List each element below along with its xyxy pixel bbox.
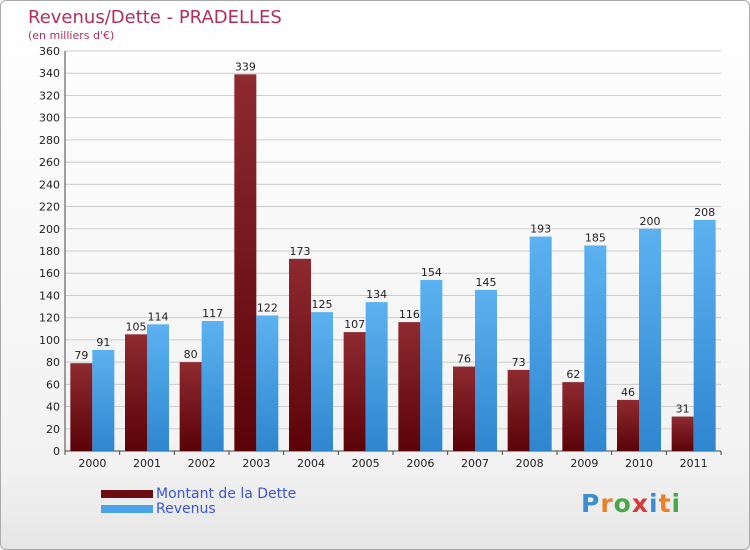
legend-swatch-revenus bbox=[101, 505, 153, 513]
x-tick-label: 2008 bbox=[516, 457, 544, 470]
bar-revenus bbox=[311, 312, 333, 451]
data-label: 200 bbox=[640, 215, 661, 228]
data-label: 173 bbox=[290, 245, 311, 258]
data-label: 62 bbox=[566, 368, 580, 381]
data-label: 91 bbox=[96, 336, 110, 349]
x-tick-label: 2011 bbox=[680, 457, 708, 470]
logo-letter: o bbox=[613, 489, 632, 518]
bar-revenus bbox=[529, 236, 552, 451]
bar-dette bbox=[453, 366, 475, 451]
y-tick-label: 360 bbox=[39, 45, 60, 58]
y-tick-label: 100 bbox=[39, 334, 60, 347]
bar-dette bbox=[562, 382, 585, 451]
legend-swatch-dette bbox=[101, 490, 153, 498]
data-label: 31 bbox=[676, 403, 690, 416]
y-tick-label: 320 bbox=[39, 89, 60, 102]
x-tick-label: 2000 bbox=[78, 457, 106, 470]
bar-revenus bbox=[92, 349, 115, 451]
y-tick-label: 220 bbox=[39, 201, 60, 214]
x-tick-label: 2003 bbox=[242, 457, 270, 470]
chart-title: Revenus/Dette - PRADELLES bbox=[28, 7, 282, 28]
x-tick-label: 2005 bbox=[352, 457, 380, 470]
x-tick-label: 2009 bbox=[570, 457, 598, 470]
x-tick-label: 2006 bbox=[406, 457, 434, 470]
logo-letter: P bbox=[581, 489, 601, 518]
bar-dette bbox=[343, 332, 366, 451]
x-tick-label: 2001 bbox=[133, 457, 161, 470]
y-tick-label: 200 bbox=[39, 223, 60, 236]
proxiti-logo: Proxiti bbox=[581, 489, 681, 518]
data-label: 73 bbox=[512, 356, 526, 369]
data-label: 125 bbox=[312, 298, 333, 311]
y-tick-label: 280 bbox=[39, 134, 60, 147]
bar-revenus bbox=[365, 302, 388, 451]
data-label: 114 bbox=[148, 310, 169, 323]
data-label: 116 bbox=[399, 308, 420, 321]
x-tick-label: 2002 bbox=[188, 457, 216, 470]
bar-dette bbox=[179, 362, 202, 451]
data-label: 107 bbox=[344, 318, 365, 331]
logo-letter: i bbox=[671, 489, 682, 518]
bar-dette bbox=[398, 322, 421, 451]
y-tick-label: 180 bbox=[39, 245, 60, 258]
bar-revenus bbox=[256, 315, 279, 451]
data-label: 46 bbox=[621, 386, 635, 399]
legend-label-dette: Montant de la Dette bbox=[156, 486, 297, 502]
bar-revenus bbox=[420, 279, 443, 451]
y-tick-label: 340 bbox=[39, 67, 60, 80]
data-label: 134 bbox=[366, 288, 387, 301]
y-tick-label: 120 bbox=[39, 312, 60, 325]
bar-revenus bbox=[147, 324, 169, 451]
bar-dette bbox=[234, 74, 257, 451]
legend-label-revenus: Revenus bbox=[156, 501, 216, 517]
bar-dette bbox=[617, 399, 639, 451]
data-label: 185 bbox=[585, 231, 606, 244]
logo-letter: i bbox=[649, 489, 659, 518]
data-label: 208 bbox=[694, 206, 715, 219]
y-tick-label: 240 bbox=[39, 178, 60, 191]
data-label: 122 bbox=[257, 301, 278, 314]
data-label: 193 bbox=[530, 223, 551, 236]
y-tick-label: 260 bbox=[39, 156, 60, 169]
data-label: 145 bbox=[476, 276, 497, 289]
bar-dette bbox=[70, 363, 93, 451]
y-tick-label: 80 bbox=[46, 356, 60, 369]
data-label: 80 bbox=[184, 348, 198, 361]
logo-letter: r bbox=[600, 489, 614, 518]
y-tick-label: 160 bbox=[39, 267, 60, 280]
bar-dette bbox=[289, 258, 311, 451]
data-label: 154 bbox=[421, 266, 442, 279]
y-tick-label: 40 bbox=[46, 401, 60, 414]
bar-revenus bbox=[475, 289, 497, 451]
bar-revenus bbox=[201, 321, 224, 451]
y-tick-label: 0 bbox=[53, 445, 60, 458]
y-tick-label: 300 bbox=[39, 112, 60, 125]
bar-revenus bbox=[639, 228, 661, 451]
data-label: 76 bbox=[457, 353, 471, 366]
bar-revenus bbox=[693, 219, 716, 451]
y-tick-label: 20 bbox=[46, 423, 60, 436]
logo-letter: t bbox=[658, 489, 672, 518]
data-label: 105 bbox=[126, 320, 147, 333]
x-tick-label: 2004 bbox=[297, 457, 325, 470]
bar-dette bbox=[125, 334, 147, 451]
bar-revenus bbox=[584, 245, 607, 451]
y-tick-label: 60 bbox=[46, 378, 60, 391]
data-label: 339 bbox=[235, 60, 256, 73]
chart-subtitle: (en milliers d'€) bbox=[28, 29, 115, 42]
y-tick-label: 140 bbox=[39, 289, 60, 302]
bar-dette bbox=[507, 369, 530, 451]
data-label: 79 bbox=[74, 349, 88, 362]
logo-letter: x bbox=[631, 489, 649, 518]
bar-dette bbox=[671, 416, 694, 451]
x-tick-label: 2007 bbox=[461, 457, 489, 470]
x-tick-label: 2010 bbox=[625, 457, 653, 470]
data-label: 117 bbox=[202, 307, 223, 320]
